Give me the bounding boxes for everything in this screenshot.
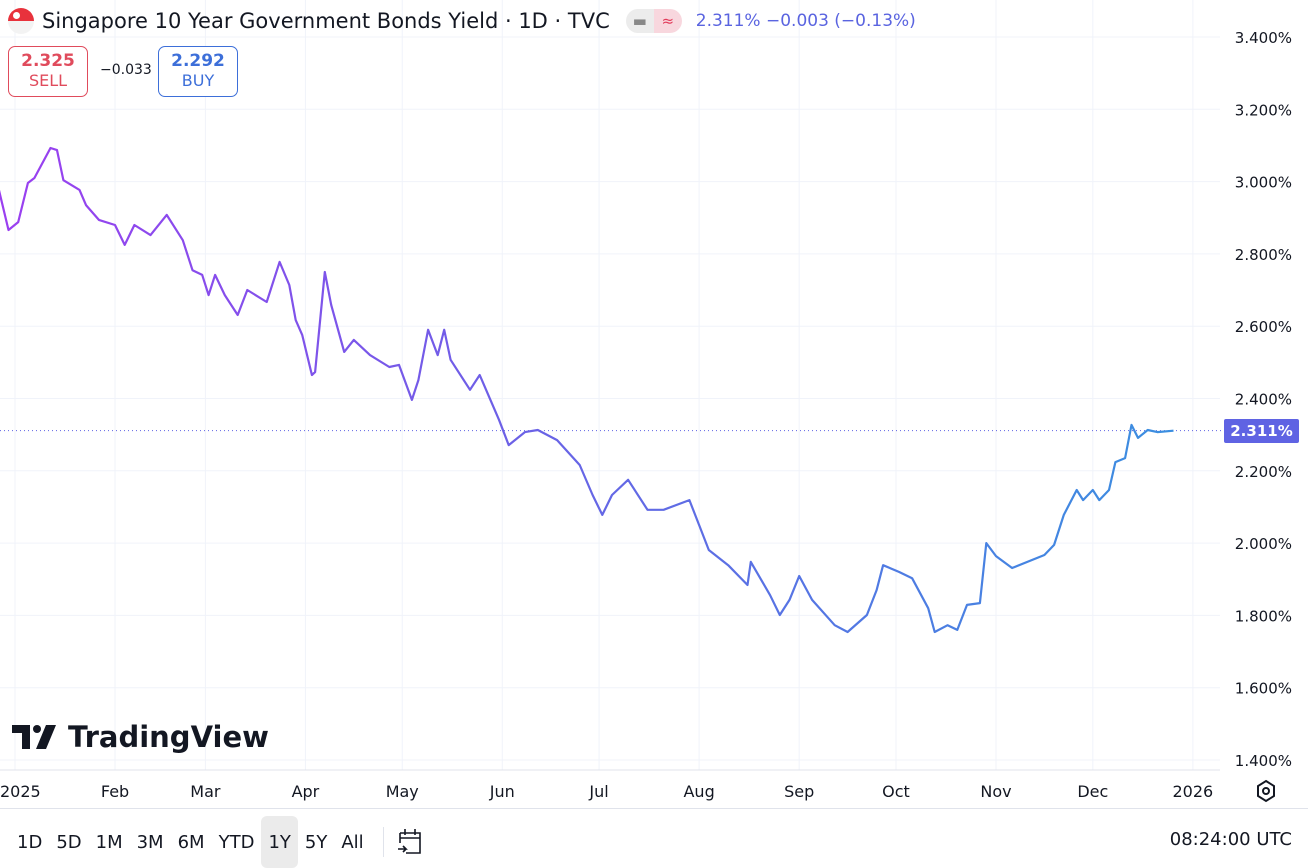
x-tick-label: Jun [489, 782, 515, 801]
x-tick-label: 2025 [0, 782, 41, 801]
minus-icon[interactable]: ▬ [625, 9, 654, 33]
x-tick-label: Dec [1077, 782, 1108, 801]
spread-value: −0.033 [100, 62, 152, 78]
sell-price: 2.325 [21, 51, 75, 71]
y-tick-label: 2.800% [1235, 246, 1292, 264]
y-tick-label: 3.200% [1235, 101, 1292, 119]
y-tick-label: 1.600% [1235, 680, 1292, 698]
symbol-title[interactable]: Singapore 10 Year Government Bonds Yield… [42, 9, 610, 33]
current-price-label: 2.311% [1224, 419, 1299, 443]
approx-icon[interactable]: ≈ [653, 9, 682, 33]
buy-button[interactable]: 2.292 BUY [158, 46, 238, 97]
x-tick-label: Apr [292, 782, 320, 801]
y-tick-label: 1.400% [1235, 752, 1292, 770]
sell-button[interactable]: 2.325 SELL [8, 46, 88, 97]
range-selector: 1D 5D 1M 3M 6M YTD 1Y 5Y All [10, 816, 424, 868]
price-quote: 2.311% −0.003 (−0.13%) [695, 11, 916, 31]
range-6m[interactable]: 6M [177, 831, 205, 853]
x-tick-label: Nov [980, 782, 1011, 801]
range-1d[interactable]: 1D [17, 831, 43, 853]
range-5y[interactable]: 5Y [304, 831, 328, 853]
range-all[interactable]: All [341, 831, 364, 853]
range-1m[interactable]: 1M [95, 831, 123, 853]
indicator-pill[interactable]: ▬ ≈ [625, 9, 682, 33]
chart-header: Singapore 10 Year Government Bonds Yield… [8, 8, 916, 34]
range-1y[interactable]: 1Y [261, 816, 298, 868]
logo-text: TradingView [68, 720, 269, 754]
x-tick-label: Jul [588, 782, 608, 801]
bottom-toolbar: 1D 5D 1M 3M 6M YTD 1Y 5Y All 08:24:00 UTC [0, 808, 1308, 868]
x-tick-label: 2026 [1172, 782, 1213, 801]
settings-icon[interactable] [1255, 779, 1277, 803]
y-tick-label: 2.600% [1235, 318, 1292, 336]
y-tick-label: 3.000% [1235, 174, 1292, 192]
range-ytd[interactable]: YTD [218, 831, 255, 853]
y-tick-label: 1.800% [1235, 607, 1292, 625]
x-tick-label: Mar [190, 782, 221, 801]
date-range-icon[interactable] [396, 827, 424, 857]
range-5d[interactable]: 5D [56, 831, 82, 853]
y-tick-label: 2.000% [1235, 535, 1292, 553]
x-tick-label: Oct [882, 782, 910, 801]
yield-line [0, 146, 1174, 634]
sell-label: SELL [28, 71, 68, 90]
buy-price: 2.292 [171, 51, 225, 71]
singapore-flag-icon [8, 8, 34, 34]
divider [382, 827, 384, 857]
x-tick-label: Aug [683, 782, 714, 801]
tradingview-logo[interactable]: TradingView [12, 720, 269, 754]
x-tick-label: Feb [101, 782, 129, 801]
price-chart[interactable]: 3.400% 3.200% 3.000% 2.800% 2.600% 2.400% 2.20… [0, 0, 1308, 808]
y-tick-label: 2.400% [1235, 391, 1292, 409]
y-tick-label: 3.400% [1235, 29, 1292, 47]
y-tick-label: 2.200% [1235, 463, 1292, 481]
range-3m[interactable]: 3M [136, 831, 164, 853]
x-tick-label: May [386, 782, 419, 801]
x-tick-label: Sep [784, 782, 814, 801]
tradingview-logo-icon [12, 725, 56, 749]
buy-label: BUY [181, 71, 215, 90]
clock[interactable]: 08:24:00 UTC [1169, 829, 1292, 850]
